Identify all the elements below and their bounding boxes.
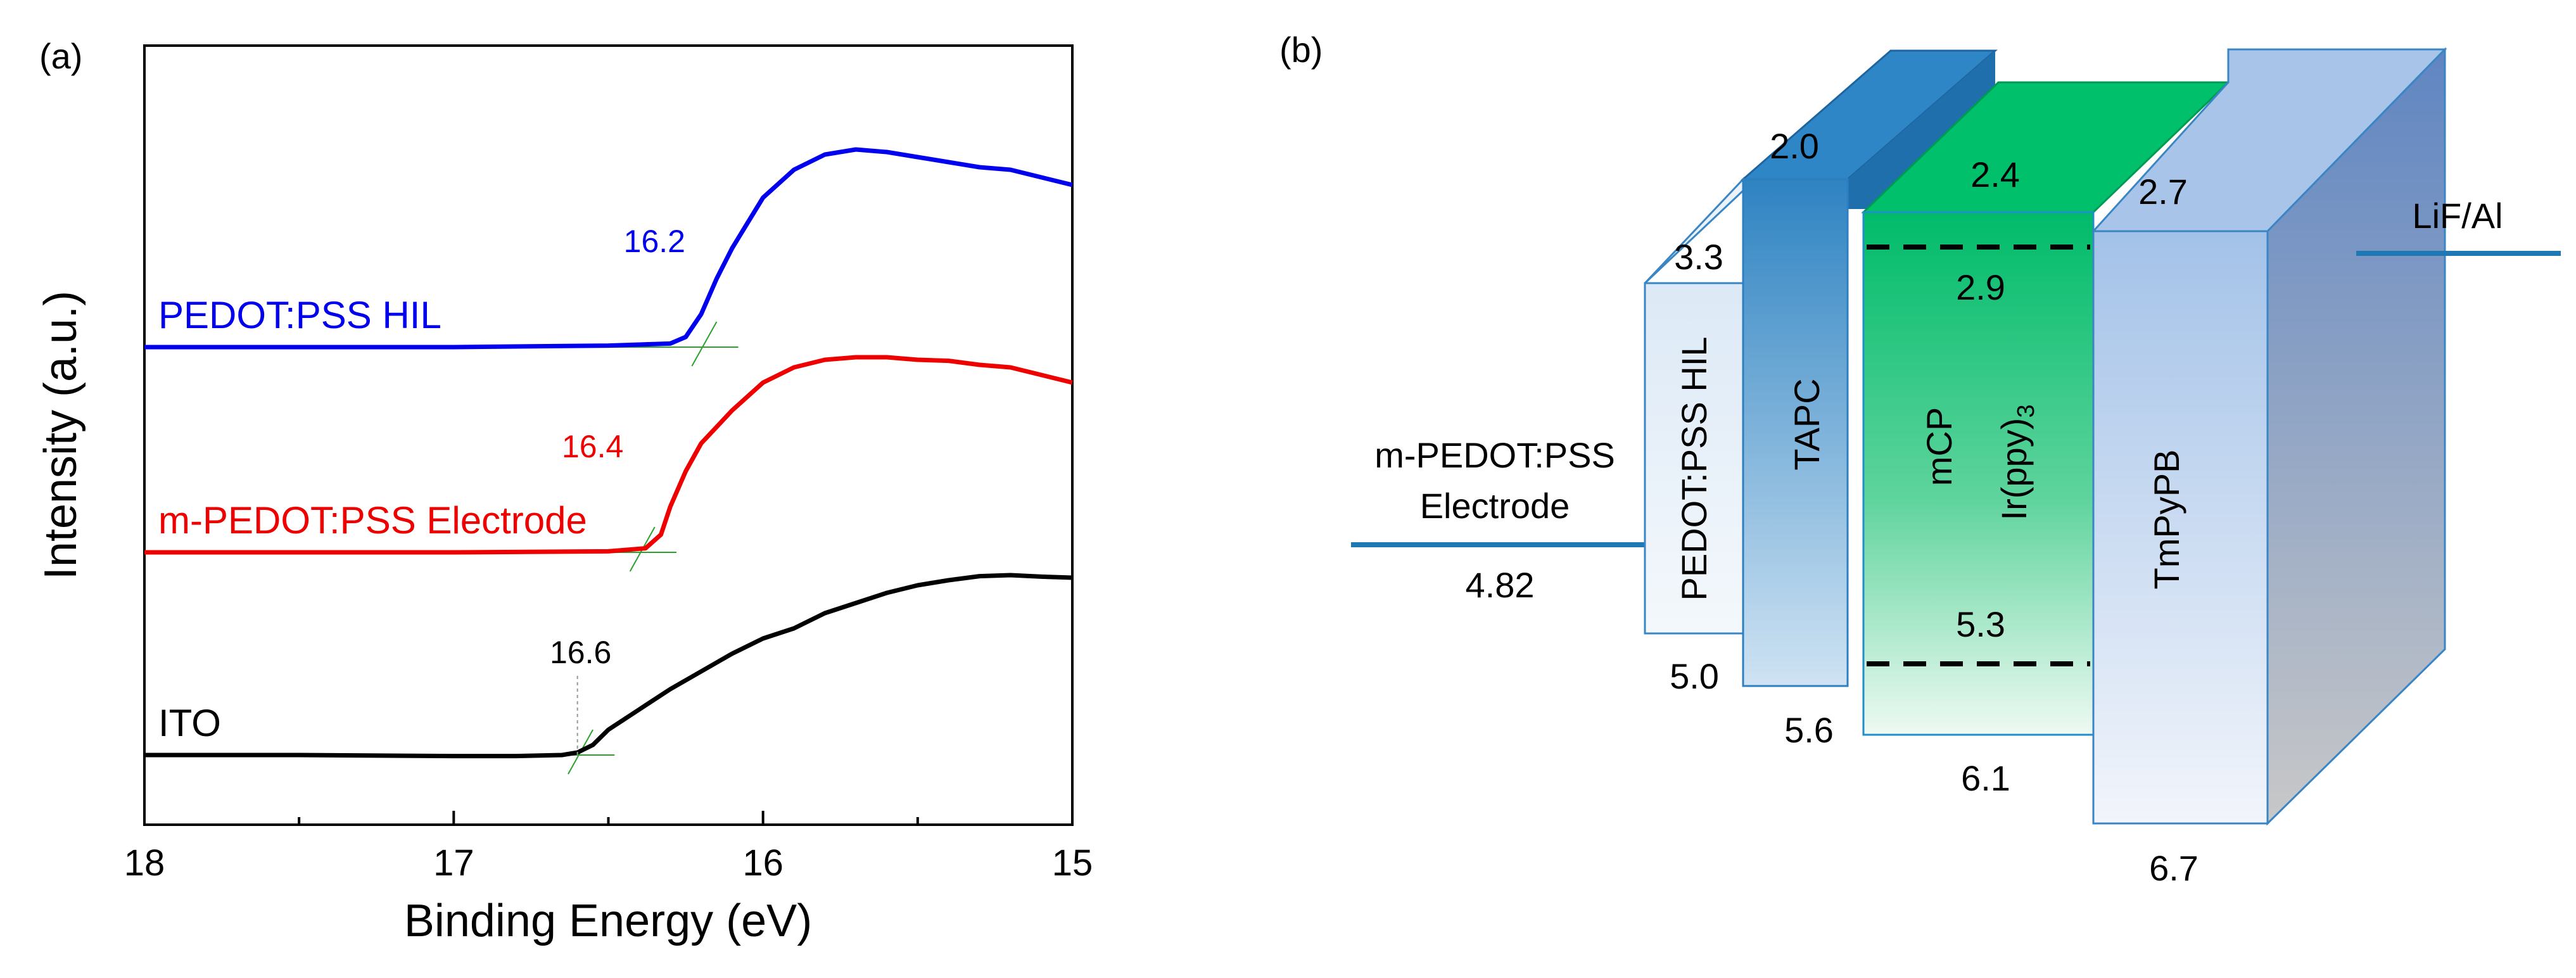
tapc-face — [1742, 178, 1849, 687]
pedot-hil-name: PEDOT:PSS HIL — [1674, 336, 1714, 600]
cathode-name: LiF/Al — [2412, 196, 2503, 236]
layer-pedot-hil: PEDOT:PSS HIL 3.3 5.0 — [1644, 177, 1744, 696]
m-pedot-pss-electrode-series-line — [144, 355, 1073, 555]
series-layer: PEDOT:PSS HIL 16.2 m-PEDOT:PSS Electrode 16… — [144, 147, 1073, 775]
x-tick-label: 16 — [742, 842, 784, 884]
mcp-top-value: 2.4 — [1970, 155, 2020, 194]
anode-name-line2: Electrode — [1420, 486, 1570, 526]
dopant-name-sub: 3 — [2013, 405, 2040, 418]
anode-value: 4.82 — [1466, 565, 1535, 605]
photoemission-chart: PEDOT:PSS HIL 16.2 m-PEDOT:PSS Electrode 16… — [35, 44, 1093, 946]
m-pedot-pss-electrode-series-label: m-PEDOT:PSS Electrode — [158, 499, 587, 542]
x-tick-label: 18 — [124, 842, 165, 884]
pedot-pss-hil-cutoff-label: 16.2 — [624, 224, 685, 259]
anode-name-line1: m-PEDOT:PSS — [1374, 435, 1615, 475]
panel-label-b: (b) — [1279, 30, 1323, 70]
dopant-top-value: 2.9 — [1956, 267, 2005, 307]
pedot-hil-top-value: 3.3 — [1674, 237, 1723, 277]
tapc-bottom-value: 5.6 — [1784, 710, 1834, 750]
ito-series-line — [144, 573, 1073, 759]
tapc-top-value: 2.0 — [1770, 126, 1819, 166]
m-pedot-pss-electrode-cutoff-label: 16.4 — [562, 429, 623, 464]
dopant-name-main: Ir(ppy) — [1994, 418, 2034, 521]
tmpypb-bottom-value: 6.7 — [2149, 848, 2198, 888]
x-tick-label: 15 — [1052, 842, 1093, 884]
ito-series-label: ITO — [158, 702, 221, 744]
pedot-pss-hil-series-label: PEDOT:PSS HIL — [158, 294, 441, 336]
energy-level-diagram: m-PEDOT:PSS Electrode 4.82 PEDOT:PSS HIL… — [1351, 47, 2561, 888]
dopant-name: Ir(ppy)3 — [1994, 405, 2040, 521]
pedot-hil-bottom-value: 5.0 — [1670, 656, 1719, 696]
y-axis-label: Intensity (a.u.) — [35, 291, 86, 580]
mcp-name: mCP — [1919, 407, 1959, 486]
x-axis-ticks: 18 17 16 15 — [124, 811, 1093, 884]
ito-cutoff-label: 16.6 — [550, 635, 611, 670]
tmpypb-face — [2092, 230, 2269, 825]
tmpypb-name: TmPyPB — [2147, 450, 2186, 590]
pedot-pss-hil-edge-fit — [691, 321, 718, 367]
panel-label-a: (a) — [39, 36, 82, 76]
tapc-name: TAPC — [1787, 378, 1827, 470]
layer-mcp: mCP Ir(ppy)3 2.4 2.9 5.3 6.1 — [1861, 81, 2231, 798]
pedot-pss-hil-series-line — [144, 147, 1073, 350]
mcp-bottom-value: 6.1 — [1961, 758, 2010, 798]
tmpypb-top-value: 2.7 — [2138, 172, 2188, 212]
x-axis-label: Binding Energy (eV) — [404, 896, 812, 946]
layer-tmpypb: TmPyPB 2.7 6.7 — [2091, 47, 2447, 888]
x-tick-label: 17 — [433, 842, 474, 884]
dopant-bottom-value: 5.3 — [1956, 604, 2005, 644]
